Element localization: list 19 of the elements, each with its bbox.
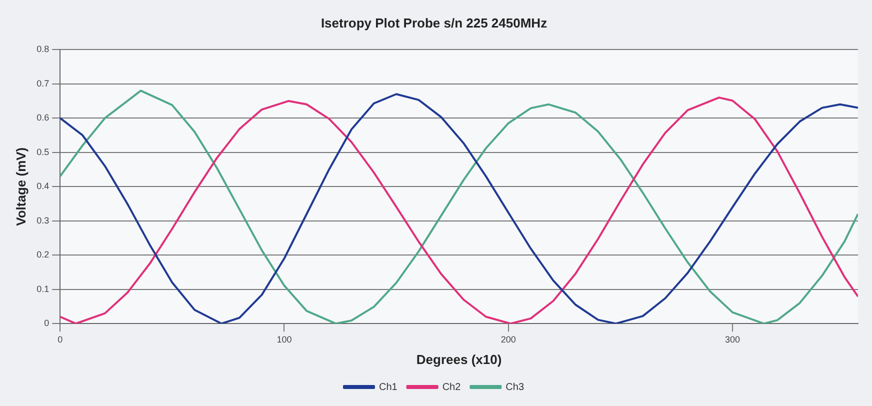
x-axis-title: Degrees (x10) bbox=[416, 352, 502, 367]
x-tick-label: 0 bbox=[58, 334, 63, 344]
legend-label: Ch1 bbox=[378, 382, 398, 393]
x-tick-label: 300 bbox=[724, 334, 740, 344]
y-tick-label: 0.5 bbox=[36, 146, 50, 157]
legend-label: Ch2 bbox=[442, 382, 462, 393]
y-axis-title: Voltage (mV) bbox=[13, 147, 28, 226]
x-tick-label: 100 bbox=[276, 334, 292, 344]
y-tick-label: 0 bbox=[44, 318, 50, 328]
y-tick-label: 0.8 bbox=[36, 44, 50, 54]
y-tick-label: 0.1 bbox=[36, 284, 50, 294]
y-tick-label: 0.6 bbox=[36, 112, 50, 123]
legend-label: Ch3 bbox=[506, 382, 524, 393]
chart-title: Isetropy Plot Probe s/n 225 2450MHz bbox=[320, 15, 548, 30]
y-tick-label: 0.3 bbox=[36, 215, 50, 226]
x-tick-label: 200 bbox=[500, 334, 516, 344]
y-tick-label: 0.7 bbox=[36, 78, 50, 88]
y-tick-label: 0.2 bbox=[36, 250, 50, 260]
y-tick-label: 0.4 bbox=[36, 181, 50, 192]
